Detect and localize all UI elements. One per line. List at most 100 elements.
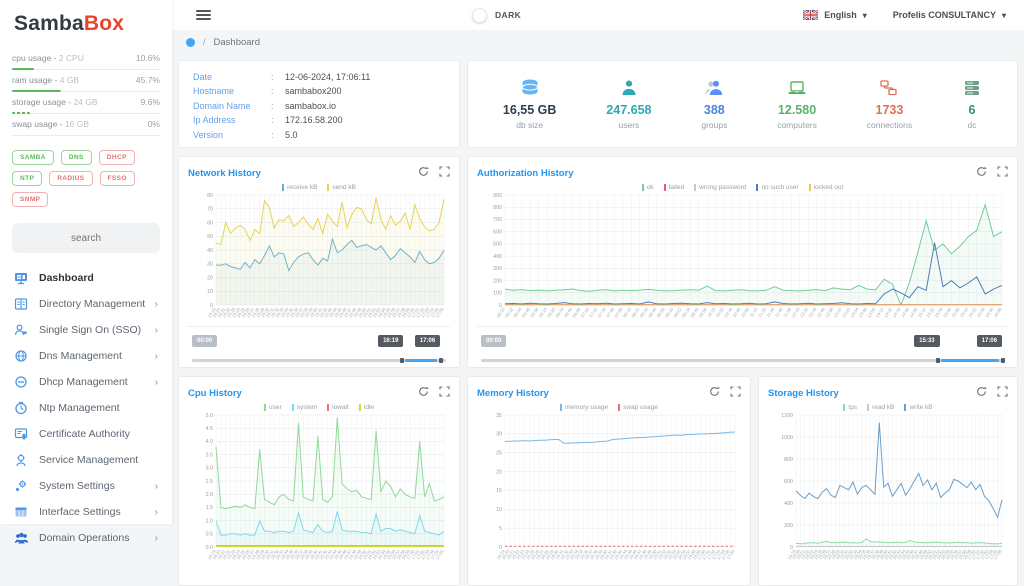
breadcrumb-current[interactable]: Dashboard [213, 36, 260, 48]
stat-value: 1733 [875, 102, 904, 117]
svg-text:13:58: 13:58 [866, 306, 877, 318]
usage-percent: 10.6% [135, 53, 160, 63]
slider-track[interactable] [481, 359, 1004, 362]
range-end-badge[interactable]: 17:06 [414, 335, 441, 347]
expand-icon[interactable] [997, 164, 1008, 182]
authorization-history-panel: Authorization History ok failed wrong pass… [467, 156, 1018, 368]
chart-legend: ok failed wrong password no such user locked… [477, 184, 1008, 191]
slider-handle-left[interactable] [400, 358, 405, 363]
svg-text:09:22: 09:22 [672, 306, 683, 318]
svg-text:16:59: 16:59 [401, 306, 412, 318]
sidebar-nav: Dashboard Directory Management › Single … [0, 259, 172, 557]
sidebar-item-dhcp-management[interactable]: Dhcp Management › [0, 369, 172, 395]
info-label: Date [193, 72, 213, 82]
info-label: Ip Address [193, 115, 236, 126]
slider-selected-range[interactable] [941, 359, 999, 362]
range-start-badge[interactable]: 15:33 [914, 335, 940, 347]
svg-text:06:46: 06:46 [563, 306, 574, 318]
usage-row: cpu usage - 2 CPU 10.6% [12, 48, 160, 70]
slider-track[interactable] [192, 359, 446, 362]
svg-text:10:22: 10:22 [715, 306, 726, 318]
svg-text:16:42: 16:42 [318, 306, 329, 318]
usage-label: swap usage - [12, 119, 63, 129]
network-history-panel: Network History receive kB send kB 16:19 1… [178, 156, 460, 368]
svg-text:16:48: 16:48 [347, 306, 358, 318]
sidebar-item-directory-management[interactable]: Directory Management › [0, 291, 172, 317]
svg-text:3.5: 3.5 [206, 452, 213, 458]
service-badge-ntp: NTP [12, 171, 43, 186]
group-icon [701, 79, 727, 99]
svg-text:11:58: 11:58 [782, 306, 792, 318]
svg-text:05:46: 05:46 [521, 306, 532, 318]
legend-item: idle [358, 404, 374, 411]
svg-text:16:47: 16:47 [342, 306, 353, 318]
svg-text:16:25: 16:25 [236, 306, 247, 318]
svg-text:16:27: 16:27 [245, 306, 256, 318]
slider-handle-right[interactable] [1000, 358, 1005, 363]
info-row: Version : 5.0 [193, 128, 445, 142]
sidebar-item-domain-operations[interactable]: Domain Operations › [0, 525, 172, 551]
svg-text:25: 25 [496, 451, 502, 457]
expand-icon[interactable] [439, 384, 450, 402]
range-min-badge[interactable]: 00:00 [192, 335, 218, 347]
svg-text:07:46: 07:46 [605, 306, 616, 318]
refresh-icon[interactable] [418, 384, 429, 402]
sidebar-item-system-settings[interactable]: System Settings › [0, 473, 172, 499]
storage-history-panel: Storage History tps read kB write kB 16:19… [758, 376, 1018, 586]
info-row: Domain Name : sambabox.io [193, 99, 445, 113]
expand-icon[interactable] [439, 164, 450, 182]
svg-text:17:03: 17:03 [420, 306, 431, 318]
svg-text:1000: 1000 [781, 435, 793, 441]
search-input[interactable] [12, 223, 160, 253]
language-menu[interactable]: English ▾ [803, 10, 867, 20]
refresh-icon[interactable] [976, 164, 987, 182]
sidebar-item-interface-settings[interactable]: Interface Settings › [0, 499, 172, 525]
slider-handle-right[interactable] [439, 358, 444, 363]
home-icon[interactable] [186, 37, 195, 47]
slider-handle-left[interactable] [936, 358, 941, 363]
svg-text:08:22: 08:22 [630, 306, 641, 318]
expand-icon[interactable] [730, 384, 741, 402]
chevron-right-icon: › [154, 298, 158, 310]
sidebar-item-ntp-management[interactable]: Ntp Management [0, 395, 172, 421]
refresh-icon[interactable] [976, 384, 987, 402]
range-start-badge[interactable]: 16:19 [378, 335, 404, 347]
refresh-icon[interactable] [418, 164, 429, 182]
sidebar-item-single-sign-on-sso[interactable]: Single Sign On (SSO) › [0, 317, 172, 343]
svg-text:300: 300 [493, 266, 502, 272]
range-min-badge[interactable]: 00:00 [481, 335, 507, 347]
svg-text:16:49: 16:49 [352, 306, 363, 318]
sidebar-item-certificate-authority[interactable]: Certificate Authority [0, 421, 172, 447]
svg-text:70: 70 [207, 207, 213, 213]
sidebar-item-service-management[interactable]: Service Management [0, 447, 172, 473]
chart-legend: receive kB send kB [188, 184, 450, 191]
svg-text:16:23: 16:23 [226, 306, 237, 318]
panel-title: Cpu History [188, 387, 242, 399]
svg-text:16:29: 16:29 [255, 306, 266, 318]
sidebar-item-dashboard[interactable]: Dashboard [0, 265, 172, 291]
dark-mode-toggle[interactable]: DARK [472, 7, 521, 23]
usage-percent: 9.6% [140, 97, 160, 107]
time-range-slider: 00:00 16:19 17:06 [188, 326, 450, 370]
toggle-knob [472, 7, 487, 23]
account-menu[interactable]: Profelis CONSULTANCY ▾ [893, 10, 1006, 20]
range-end-badge[interactable]: 17:06 [976, 335, 1003, 347]
service-badge-radius: RADIUS [49, 171, 93, 186]
legend-item: locked out [808, 184, 843, 191]
stat-label: db size [516, 119, 544, 130]
hamburger-menu-icon[interactable] [196, 8, 211, 22]
sidebar-item-dns-management[interactable]: Dns Management › [0, 343, 172, 369]
certificate-icon [14, 427, 29, 442]
service-badge-fsso: FSSO [99, 171, 135, 186]
refresh-icon[interactable] [709, 384, 720, 402]
usage-progress-bar [12, 112, 30, 114]
svg-text:16:39: 16:39 [304, 306, 315, 318]
slider-selected-range[interactable] [405, 359, 438, 362]
svg-text:16:50: 16:50 [357, 306, 368, 318]
svg-text:16:22: 16:22 [967, 306, 978, 318]
stats-card: 16,55 GB db size 247.658 users 388 group… [467, 60, 1018, 148]
chevron-right-icon: › [154, 532, 158, 544]
expand-icon[interactable] [997, 384, 1008, 402]
app-logo[interactable]: SambaBox [0, 0, 172, 46]
svg-text:13:22: 13:22 [841, 306, 852, 318]
